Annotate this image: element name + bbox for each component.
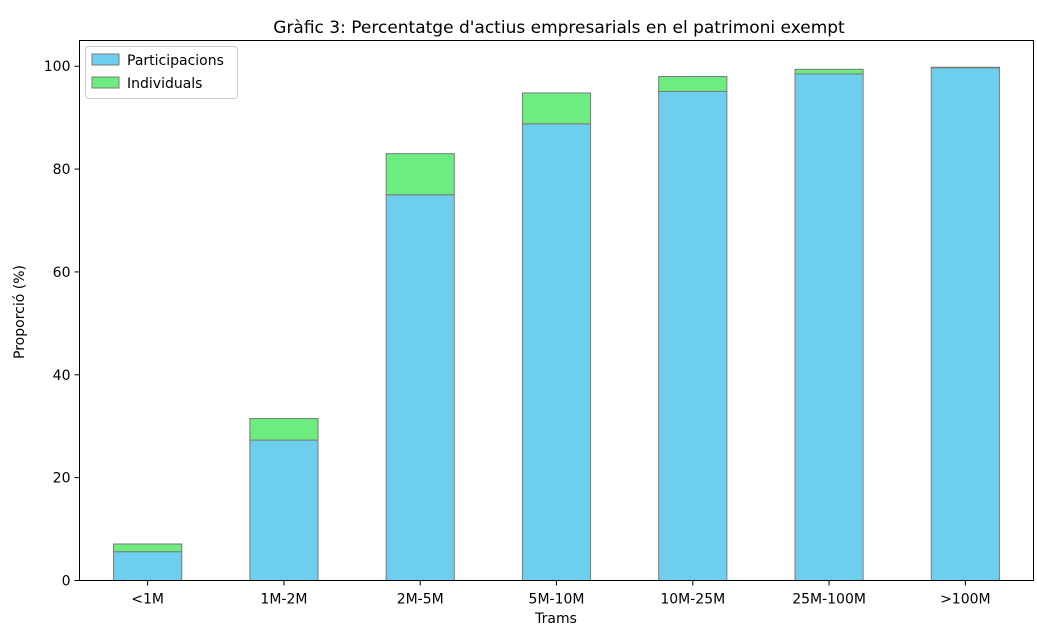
y-tick-label: 0 (62, 574, 71, 590)
y-tick-label: 20 (53, 471, 71, 487)
x-tick-label: >100M (940, 592, 991, 608)
bar-participacions-5 (794, 73, 864, 582)
x-tick-label: 2M-5M (397, 592, 444, 608)
y-tick-label: 80 (53, 162, 71, 178)
bar-individuals-6 (930, 66, 1000, 69)
chart-title: Gràfic 3: Percentatge d'actius empresari… (273, 18, 845, 38)
x-tick-label: 1M-2M (260, 592, 307, 608)
y-tick-label: 40 (53, 368, 71, 384)
legend: Participacions Individuals (85, 46, 238, 99)
y-axis: 0 20 40 60 80 100 (44, 59, 80, 590)
x-tick-label: <1M (131, 592, 164, 608)
legend-swatch-individuals (91, 76, 120, 89)
bar-individuals-0 (113, 543, 183, 553)
x-axis-label: Trams (534, 611, 577, 626)
legend-label-participacions: Participacions (127, 53, 224, 69)
bar-individuals-4 (658, 76, 728, 92)
bar-individuals-1 (249, 418, 319, 441)
bars (113, 66, 1000, 582)
bar-participacions-2 (385, 194, 455, 582)
bar-individuals-3 (521, 92, 592, 125)
bar-participacions-1 (249, 439, 319, 581)
y-axis-label: Proporció (%) (12, 265, 28, 359)
bar-participacions-4 (658, 90, 728, 582)
x-tick-label: 10M-25M (660, 592, 725, 608)
bar-participacions-3 (521, 123, 592, 581)
x-axis: <1M 1M-2M 2M-5M 5M-10M 10M-25M 25M-100M >100M (131, 580, 991, 608)
legend-frame (85, 46, 238, 99)
x-tick-label: 5M-10M (529, 592, 585, 608)
y-tick-label: 60 (53, 265, 71, 281)
legend-swatch-participacions (91, 53, 120, 66)
bar-individuals-2 (385, 153, 455, 196)
bar-participacions-0 (113, 551, 183, 582)
bar-participacions-6 (930, 67, 1000, 581)
y-tick-label: 100 (44, 59, 71, 75)
x-tick-label: 25M-100M (792, 592, 866, 608)
bar-individuals-5 (794, 68, 864, 75)
legend-label-individuals: Individuals (127, 76, 202, 92)
